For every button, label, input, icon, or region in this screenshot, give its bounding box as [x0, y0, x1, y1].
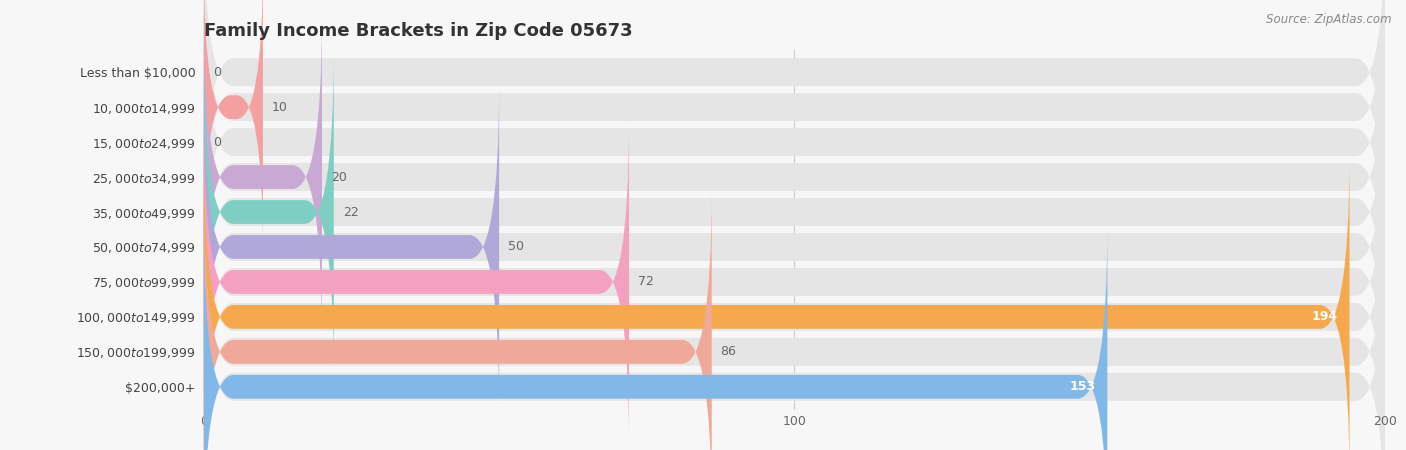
- Text: 10: 10: [271, 101, 288, 114]
- FancyBboxPatch shape: [204, 16, 1385, 338]
- FancyBboxPatch shape: [204, 49, 333, 375]
- FancyBboxPatch shape: [204, 0, 1385, 233]
- FancyBboxPatch shape: [204, 14, 322, 340]
- FancyBboxPatch shape: [204, 224, 1108, 450]
- FancyBboxPatch shape: [204, 84, 499, 410]
- FancyBboxPatch shape: [204, 86, 1385, 408]
- Text: Source: ZipAtlas.com: Source: ZipAtlas.com: [1267, 14, 1392, 27]
- FancyBboxPatch shape: [204, 51, 1385, 373]
- Text: 0: 0: [212, 66, 221, 79]
- FancyBboxPatch shape: [204, 0, 263, 252]
- Text: 50: 50: [508, 240, 524, 253]
- Text: 194: 194: [1312, 310, 1337, 324]
- FancyBboxPatch shape: [204, 189, 711, 450]
- FancyBboxPatch shape: [204, 119, 628, 445]
- Text: 72: 72: [638, 275, 654, 288]
- FancyBboxPatch shape: [204, 156, 1385, 450]
- Text: 0: 0: [212, 135, 221, 148]
- FancyBboxPatch shape: [204, 0, 1385, 268]
- FancyBboxPatch shape: [204, 226, 1385, 450]
- Text: 86: 86: [721, 345, 737, 358]
- FancyBboxPatch shape: [204, 191, 1385, 450]
- Text: 20: 20: [330, 171, 347, 184]
- Text: 153: 153: [1070, 380, 1095, 393]
- FancyBboxPatch shape: [204, 121, 1385, 443]
- FancyBboxPatch shape: [204, 154, 1350, 450]
- Text: 22: 22: [343, 206, 359, 219]
- FancyBboxPatch shape: [204, 0, 1385, 303]
- Text: Family Income Brackets in Zip Code 05673: Family Income Brackets in Zip Code 05673: [204, 22, 633, 40]
